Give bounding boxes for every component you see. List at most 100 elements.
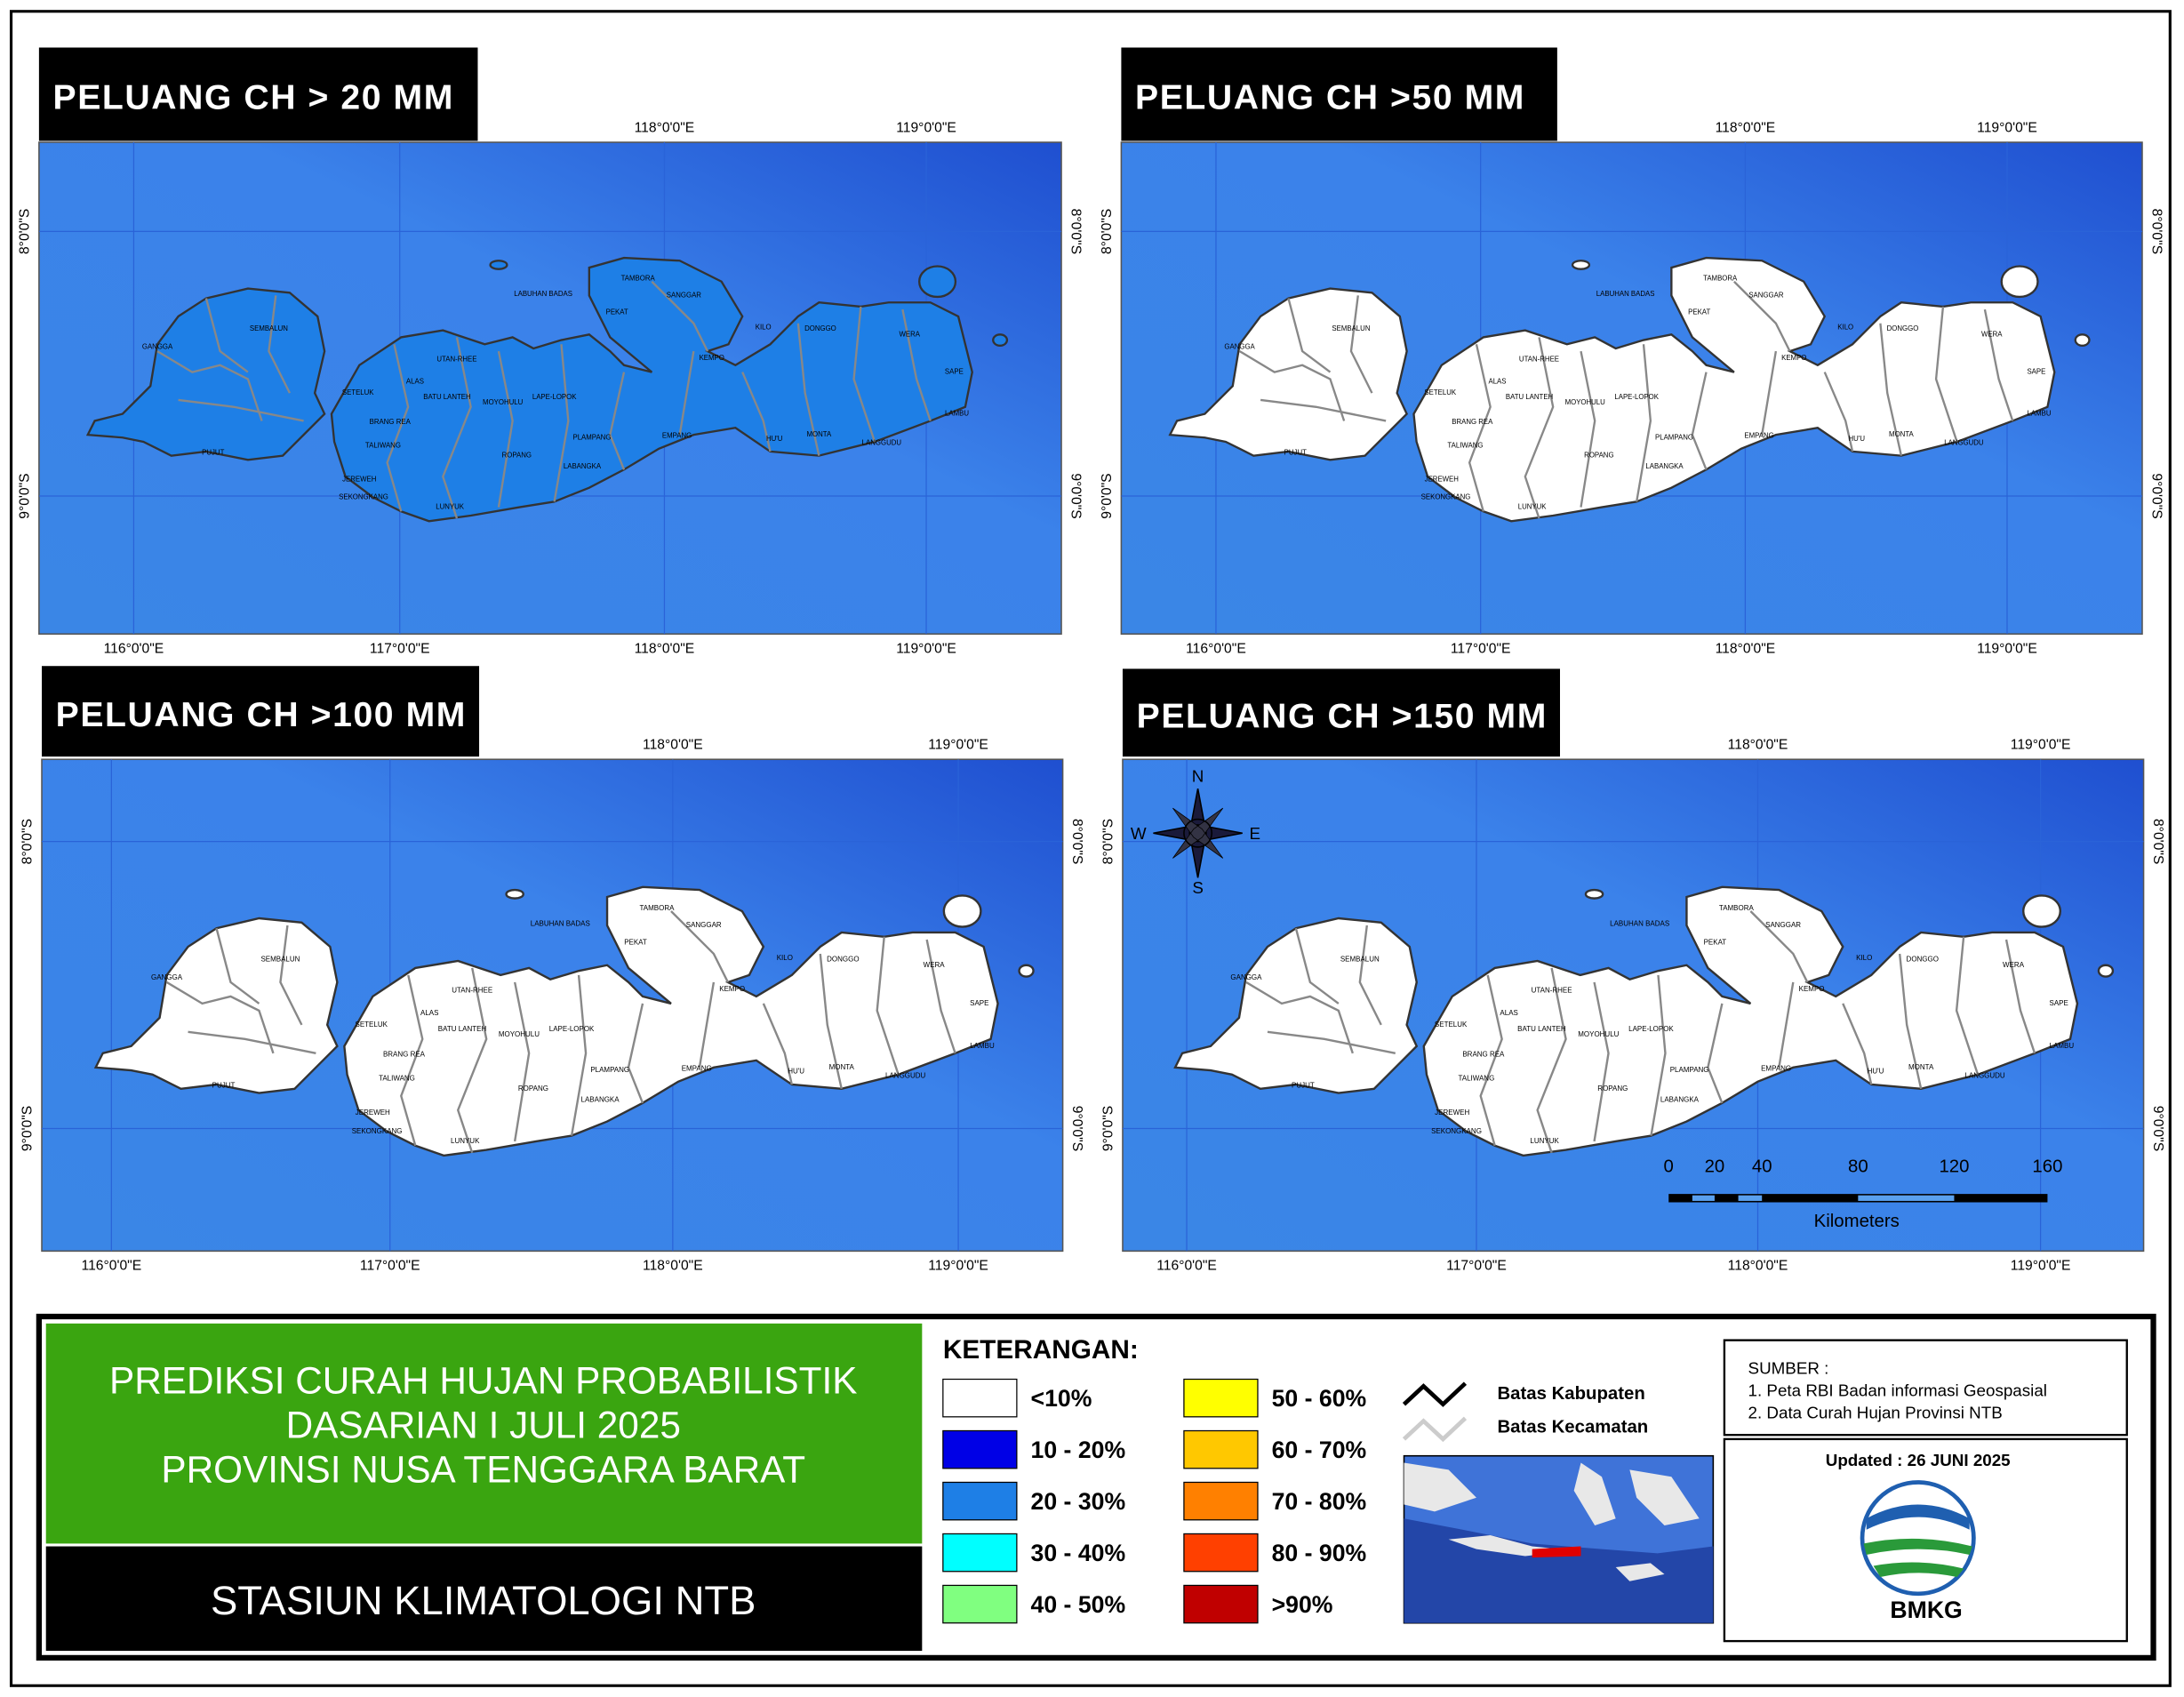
district-label: BRANG REA	[383, 1051, 426, 1059]
district-label: ALAS	[1500, 1009, 1517, 1017]
district-label: MOYOHULU	[1565, 398, 1606, 406]
legend-swatch	[1183, 1533, 1259, 1573]
lon-label: 118°0'0"E	[1728, 738, 1788, 753]
district-label: LANGGUDU	[1944, 439, 1984, 447]
district-label: UTAN-RHEE	[436, 356, 476, 364]
district-label: SETELUK	[342, 388, 374, 396]
legend-swatch	[942, 1584, 1018, 1624]
district-label: LABUHAN BADAS	[514, 290, 572, 298]
district-label: SETELUK	[1424, 388, 1456, 396]
source-item: 2. Data Curah Hujan Provinsi NTB	[1748, 1404, 2003, 1422]
district-label: LABANGKA	[1645, 462, 1684, 470]
district-label: TAMBORA	[640, 904, 676, 912]
panel-title: PELUANG CH > 20 MM	[53, 79, 454, 117]
legend-label: >90%	[1272, 1591, 1333, 1618]
scale-tick: 160	[2032, 1157, 2062, 1177]
lon-label: 117°0'0"E	[1451, 642, 1511, 657]
district-label: LANGGUDU	[862, 439, 902, 447]
legend-swatch	[942, 1429, 1018, 1469]
sources-box	[1723, 1339, 2128, 1437]
district-label: LAPE-LOPOK	[549, 1025, 595, 1033]
updated-date: Updated : 26 JUNI 2025	[1826, 1451, 2011, 1469]
map-content: TAMBORA PEKAT SANGGAR KEMPO KILO DONGGO WERA SA…	[42, 759, 1063, 1252]
district-label: GANGGA	[151, 973, 183, 981]
district-label: EMPANG	[662, 432, 692, 440]
district-label: MOYOHULU	[483, 398, 524, 406]
lat-label: 8°0'0"S	[2149, 209, 2164, 254]
district-label: JEREWEH	[1425, 475, 1460, 483]
district-label: TALIWANG	[1447, 442, 1483, 450]
inset-map	[1403, 1454, 1715, 1624]
lon-label: 119°0'0"E	[896, 121, 956, 136]
panel-title: PELUANG CH >150 MM	[1137, 697, 1548, 735]
legend-swatch	[942, 1533, 1018, 1573]
lat-label: 9°0'0"S	[1100, 473, 1115, 518]
title-box	[45, 1323, 923, 1544]
district-label: MONTA	[807, 430, 832, 438]
district-label: TAMBORA	[1703, 275, 1738, 283]
legend-label: 40 - 50%	[1031, 1591, 1126, 1618]
frame	[9, 10, 2172, 1687]
legend-swatch	[942, 1481, 1018, 1521]
scale-tick: 20	[1705, 1157, 1725, 1177]
district-label: GANGGA	[142, 342, 173, 350]
district-label: WERA	[899, 330, 920, 338]
district-label: SAPE	[2027, 368, 2045, 376]
district-label: JEREWEH	[356, 1109, 390, 1117]
lat-label: 9°0'0"S	[1068, 473, 1084, 518]
district-label: BRANG REA	[370, 418, 412, 426]
district-label: LUNYUK	[436, 503, 465, 511]
district-label: WERA	[1981, 330, 2003, 338]
lon-label: 116°0'0"E	[1186, 642, 1246, 657]
district-label: BRANG REA	[1462, 1051, 1505, 1059]
district-label: PUJUT	[1284, 449, 1307, 457]
district-label: EMPANG	[1744, 432, 1773, 440]
legend-label: 80 - 90%	[1272, 1540, 1367, 1566]
main-title-line: DASARIAN I JULI 2025	[286, 1405, 681, 1446]
lon-label: 118°0'0"E	[643, 1259, 703, 1274]
map-content: TAMBORA PEKAT SANGGAR KEMPO KILO DONGGO WERA SA…	[1121, 142, 2142, 635]
district-label: SANGGAR	[1748, 291, 1783, 299]
district-label: DONGGO	[827, 955, 859, 963]
map-panel: TAMBORA PEKAT SANGGAR KEMPO KILO DONGGO WERA SA…	[1100, 47, 2164, 657]
district-label: PLAMPANG	[1655, 433, 1693, 441]
legend-label: 10 - 20%	[1031, 1437, 1126, 1463]
lon-label: 116°0'0"E	[1156, 1259, 1217, 1274]
district-label: LAPE-LOPOK	[532, 393, 577, 401]
bmkg-logo: BMKG	[1860, 1480, 1976, 1623]
district-label: MONTA	[829, 1063, 855, 1071]
lat-label: 9°0'0"S	[17, 473, 32, 518]
district-label: WERA	[2003, 961, 2025, 969]
district-label: SEKONGKANG	[1431, 1127, 1482, 1135]
district-label: ALAS	[1488, 378, 1506, 386]
lon-label: 119°0'0"E	[928, 738, 988, 753]
lon-label: 117°0'0"E	[360, 1259, 420, 1274]
district-label: SEMBALUN	[1332, 324, 1370, 332]
district-label: MONTA	[1889, 430, 1914, 438]
lon-label: 116°0'0"E	[82, 1259, 142, 1274]
lat-label: 8°0'0"S	[17, 209, 32, 254]
district-label: HU'U	[1849, 435, 1866, 443]
lat-label: 8°0'0"S	[1100, 209, 1115, 254]
district-label: SETELUK	[356, 1021, 388, 1029]
district-label: SEMBALUN	[260, 955, 300, 963]
district-label: SEMBALUN	[250, 324, 288, 332]
district-label: KEMPO	[1781, 354, 1806, 362]
lat-label: 8°0'0"S	[20, 819, 35, 864]
district-label: SAPE	[970, 999, 988, 1007]
district-label: ROPANG	[1597, 1085, 1628, 1093]
district-label: MOYOHULU	[1578, 1030, 1619, 1038]
district-label: LABANGKA	[1660, 1096, 1700, 1104]
scale-tick: 80	[1848, 1157, 1868, 1177]
scale-tick: 40	[1752, 1157, 1772, 1177]
district-label: KEMPO	[1799, 985, 1825, 993]
district-label: JEREWEH	[1435, 1109, 1469, 1117]
legend-label: 70 - 80%	[1272, 1488, 1367, 1515]
lon-label: 118°0'0"E	[643, 738, 703, 753]
panel-title: PELUANG CH >100 MM	[56, 696, 467, 734]
islands: TAMBORA PEKAT SANGGAR KEMPO KILO DONGGO WERA SA…	[1173, 885, 2115, 1157]
kecamatan-icon	[1402, 1416, 1468, 1443]
district-label: PEKAT	[606, 308, 628, 316]
lat-label: 8°0'0"S	[1068, 209, 1084, 254]
panel-title-box	[1122, 668, 1560, 757]
